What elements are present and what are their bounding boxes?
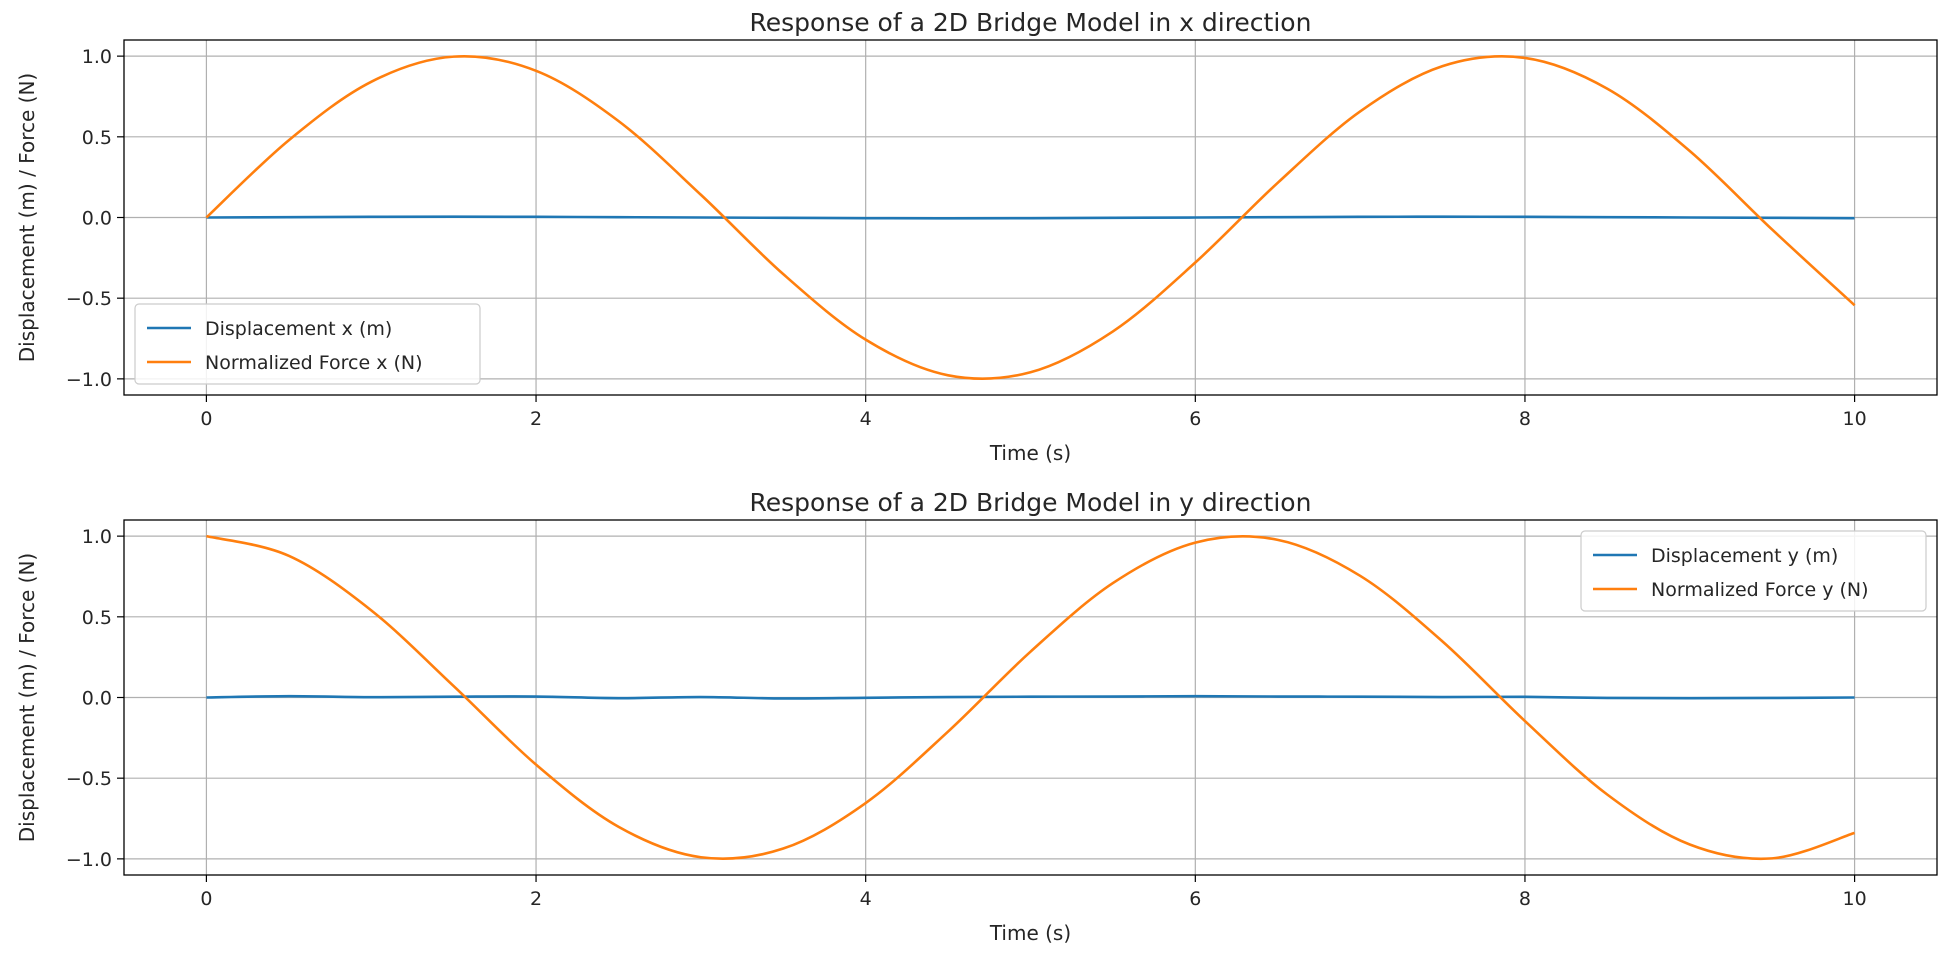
y-tick-label: 1.0 [82,526,112,548]
y-axis-label: Displacement (m) / Force (N) [15,73,39,362]
x-tick-label: 10 [1842,408,1866,430]
subplot-x-direction: 0 2 4 6 8 10 −1.0 −0.5 0.0 0.5 1.0 Response of a 2D… [15,8,1938,465]
legend-label: Normalized Force x (N) [205,352,423,374]
legend-box [134,303,481,385]
series-line-force [206,534,1855,861]
chart-title: Response of a 2D Bridge Model in y direc… [750,488,1312,517]
x-tick-label: 8 [1519,408,1531,430]
x-tick-label: 4 [860,408,872,430]
y-tick-label: −1.0 [66,849,112,871]
y-tick-label: −0.5 [66,288,112,310]
x-tick-label: 8 [1519,888,1531,910]
x-tick-label: 0 [200,408,212,430]
chart-title: Response of a 2D Bridge Model in x direc… [750,8,1312,37]
x-axis-label: Time (s) [989,441,1071,465]
legend: Displacement x (m) Normalized Force x (N) [134,303,481,385]
series-line-displacement [206,215,1855,220]
x-tick-label: 2 [530,888,542,910]
y-tick-label: 1.0 [82,46,112,68]
legend-label: Normalized Force y (N) [1651,579,1869,601]
y-tick-label: −0.5 [66,768,112,790]
x-tick-label: 0 [200,888,212,910]
y-axis-label: Displacement (m) / Force (N) [15,553,39,842]
y-tick-label: 0.5 [82,127,112,149]
x-tick-label: 6 [1189,408,1201,430]
x-tick-label: 6 [1189,888,1201,910]
legend-label: Displacement y (m) [1651,545,1838,567]
x-tick-label: 2 [530,408,542,430]
legend-label: Displacement x (m) [205,318,392,340]
y-tick-label: 0.0 [82,208,112,230]
x-axis-label: Time (s) [989,921,1071,945]
series-line-displacement [206,694,1855,700]
x-tick-label: 10 [1842,888,1866,910]
legend: Displacement y (m) Normalized Force y (N) [1580,530,1927,612]
subplot-y-direction: 0 2 4 6 8 10 −1.0 −0.5 0.0 0.5 1.0 Response of a 2D… [15,488,1938,945]
legend-box [1580,530,1927,612]
x-tick-label: 4 [860,888,872,910]
y-tick-label: 0.5 [82,607,112,629]
series-line-force [205,54,1856,380]
y-tick-label: 0.0 [82,688,112,710]
y-tick-label: −1.0 [66,369,112,391]
